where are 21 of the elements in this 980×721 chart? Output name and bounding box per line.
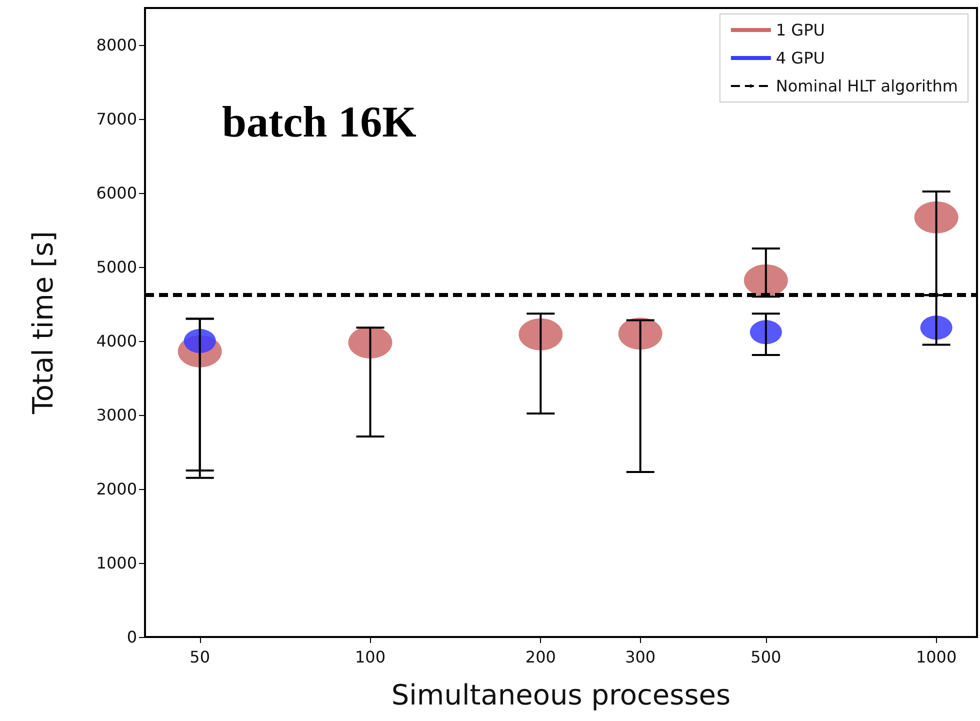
- y-tick-label: 4000: [96, 332, 137, 350]
- x-tick-label: 500: [750, 648, 782, 666]
- x-tick-label: 1000: [916, 648, 957, 666]
- y-tick-label: 1000: [96, 554, 137, 572]
- annotation: batch 16K: [222, 98, 416, 146]
- y-tick-label: 5000: [96, 258, 137, 276]
- legend-label: 4 GPU: [776, 48, 825, 68]
- y-tick-label: 3000: [96, 406, 137, 424]
- x-tick-label: 100: [354, 648, 386, 666]
- x-axis-title: Simultaneous processes: [391, 678, 731, 712]
- x-tick-label: 200: [525, 648, 556, 666]
- x-tick-label: 50: [190, 648, 210, 666]
- y-tick-label: 2000: [96, 480, 137, 498]
- y-tick-label: 6000: [96, 184, 137, 202]
- y-tick-label: 0: [126, 628, 137, 646]
- legend-label: 1 GPU: [776, 20, 825, 40]
- y-tick-label: 7000: [96, 110, 137, 128]
- legend-label: Nominal HLT algorithm: [776, 76, 958, 96]
- y-tick-label: 8000: [96, 36, 137, 54]
- y-axis-title: Total time [s]: [26, 231, 60, 415]
- x-tick-label: 300: [625, 648, 656, 666]
